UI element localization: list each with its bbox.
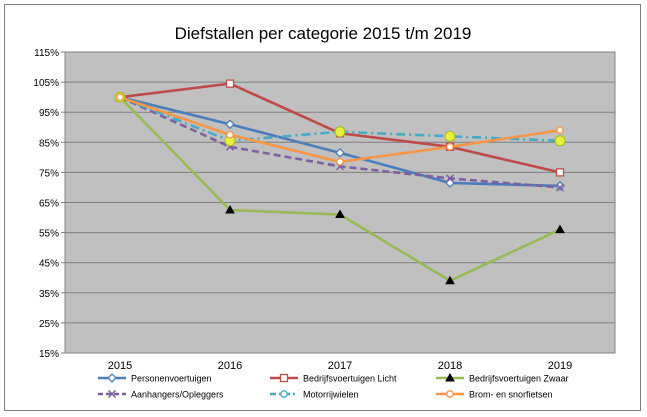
data-point-s6-2015 bbox=[116, 93, 124, 102]
legend-entry: Aanhangers/Opleggers bbox=[98, 390, 224, 400]
legend-label: Bedrijfsvoertuigen Licht bbox=[303, 374, 397, 384]
data-point-s2-2016 bbox=[225, 79, 235, 88]
legend-marker bbox=[279, 373, 289, 383]
legend-marker bbox=[445, 372, 455, 382]
series-lines bbox=[114, 79, 566, 285]
chart-frame: Diefstallen per categorie 2015 t/m 2019 … bbox=[4, 4, 641, 411]
y-tick-label: 45% bbox=[39, 259, 59, 270]
x-axis-ticks: 2015 2016 2017 2018 2019 bbox=[108, 360, 572, 372]
x-tick-label: 2016 bbox=[218, 360, 242, 372]
x-tick-label: 2018 bbox=[438, 360, 462, 372]
y-tick-label: 115% bbox=[34, 48, 59, 59]
legend: Personenvoertuigen Bedrijfsvoertuigen Lic… bbox=[98, 372, 569, 400]
data-point-s6-2017 bbox=[336, 158, 344, 166]
legend-entry: Motorrijwielen bbox=[270, 390, 359, 400]
y-tick-label: 95% bbox=[39, 108, 59, 119]
y-tick-label: 75% bbox=[39, 168, 59, 179]
legend-marker bbox=[107, 373, 117, 383]
legend-entry: Personenvoertuigen bbox=[98, 373, 212, 384]
y-tick-label: 85% bbox=[39, 138, 59, 149]
y-tick-label: 105% bbox=[33, 78, 59, 89]
data-point-s6-2019 bbox=[556, 126, 564, 135]
y-axis-ticks: 115% 105% 95% 85% 75% 65% 55% 45% 35% 25% 15% bbox=[33, 48, 59, 360]
grid-lines bbox=[61, 51, 615, 354]
data-point-s4-2018 bbox=[445, 174, 455, 183]
x-tick-label: 2017 bbox=[328, 360, 352, 372]
data-point-s1-2017 bbox=[335, 147, 345, 158]
x-tick-label: 2019 bbox=[548, 360, 572, 372]
chart-title: Diefstallen per categorie 2015 t/m 2019 bbox=[175, 24, 472, 43]
y-tick-label: 25% bbox=[39, 319, 59, 330]
legend-entry: Brom- en snorfietsen bbox=[436, 390, 553, 400]
legend-entry: Bedrijfsvoertuigen Licht bbox=[270, 374, 397, 384]
data-point-s1-2016 bbox=[225, 119, 235, 130]
data-point-s5-2019 bbox=[554, 135, 566, 147]
data-point-s6-2016 bbox=[226, 130, 234, 139]
data-point-s6-2018 bbox=[446, 142, 454, 151]
data-point-s3-2017 bbox=[335, 209, 345, 219]
legend-entry: Bedrijfsvoertuigen Zwaar bbox=[436, 372, 569, 384]
data-point-s3-2018 bbox=[445, 275, 455, 285]
y-tick-label: 65% bbox=[39, 199, 59, 210]
legend-label: Brom- en snorfietsen bbox=[469, 390, 553, 400]
chart-svg: Diefstallen per categorie 2015 t/m 2019 … bbox=[33, 24, 616, 400]
y-tick-label: 55% bbox=[39, 229, 59, 240]
legend-marker bbox=[446, 390, 454, 398]
y-tick-label: 15% bbox=[39, 349, 59, 360]
legend-marker bbox=[107, 389, 117, 399]
data-point-s3-2019 bbox=[555, 224, 565, 234]
data-point-s2-2019 bbox=[555, 168, 565, 177]
legend-label: Personenvoertuigen bbox=[131, 374, 212, 384]
data-point-s5-2018 bbox=[444, 130, 456, 142]
data-point-s4-2019 bbox=[555, 183, 565, 192]
legend-marker bbox=[280, 390, 288, 398]
legend-label: Bedrijfsvoertuigen Zwaar bbox=[469, 374, 569, 384]
data-point-s5-2017 bbox=[334, 126, 346, 138]
data-point-s3-2016 bbox=[225, 205, 235, 214]
y-tick-label: 35% bbox=[39, 289, 59, 300]
legend-label: Aanhangers/Opleggers bbox=[131, 390, 224, 400]
x-tick-label: 2015 bbox=[108, 360, 132, 372]
legend-label: Motorrijwielen bbox=[303, 390, 359, 400]
